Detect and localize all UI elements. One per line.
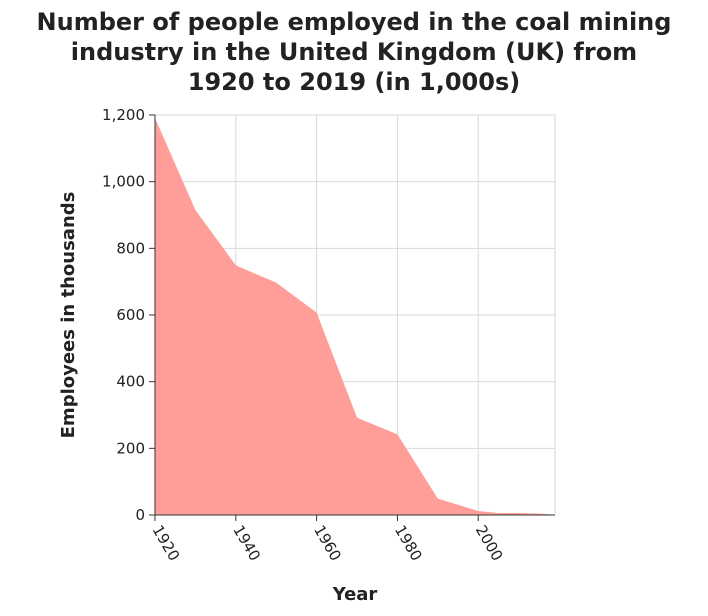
y-tick-label: 600 xyxy=(116,306,145,324)
chart-title-line-3: 1920 to 2019 (in 1,000s) xyxy=(188,68,520,96)
x-tick-label: 1960 xyxy=(310,522,345,564)
x-tick-label: 1940 xyxy=(229,522,264,564)
chart-title-line-1: Number of people employed in the coal mi… xyxy=(37,8,672,36)
axes xyxy=(149,114,555,521)
y-tick-labels: 0 200 400 600 800 1,000 1,200 xyxy=(102,106,145,524)
y-tick-label: 1,000 xyxy=(102,173,145,191)
x-tick-label: 1980 xyxy=(391,522,426,564)
y-axis-title: Employees in thousands xyxy=(58,192,79,439)
x-tick-label: 1920 xyxy=(149,522,184,564)
chart-title-line-2: industry in the United Kingdom (UK) from xyxy=(71,38,637,66)
area-series xyxy=(155,118,555,515)
y-tick-label: 200 xyxy=(116,439,145,457)
y-tick-label: 0 xyxy=(135,506,145,524)
y-tick-label: 800 xyxy=(116,239,145,257)
x-axis-title: Year xyxy=(332,584,378,605)
y-tick-label: 1,200 xyxy=(102,106,145,124)
x-tick-label: 2000 xyxy=(472,522,507,564)
y-tick-label: 400 xyxy=(116,373,145,391)
employment-area xyxy=(155,118,555,515)
x-tick-labels: 1920 1940 1960 1980 2000 xyxy=(149,522,507,564)
